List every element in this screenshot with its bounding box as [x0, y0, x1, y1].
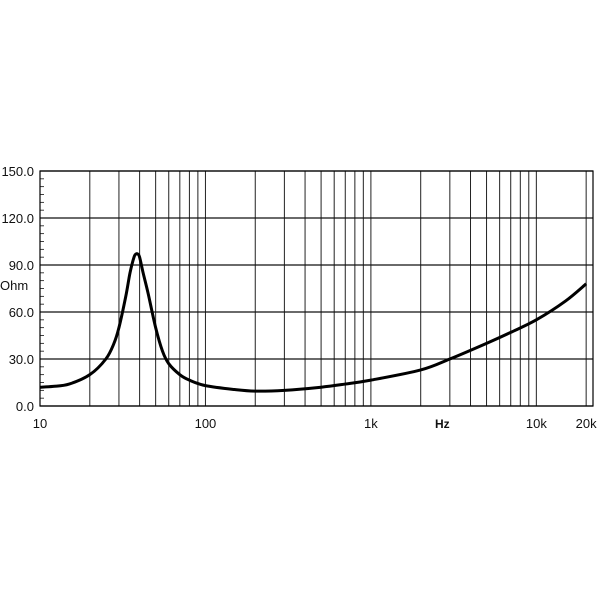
x-tick-label: 1k	[364, 416, 378, 431]
y-tick-label: 90.0	[9, 258, 34, 273]
y-tick-label: 30.0	[9, 352, 34, 367]
x-tick-label: 10	[33, 416, 47, 431]
y-tick-label: 0.0	[16, 399, 34, 414]
impedance-curve	[39, 252, 588, 393]
x-tick-label: 20k	[576, 416, 597, 431]
x-tick-label: 10k	[526, 416, 547, 431]
x-tick-label: 100	[195, 416, 217, 431]
plot-frame	[39, 170, 594, 407]
y-tick-label: 120.0	[1, 211, 34, 226]
y-axis-label: Ohm	[0, 278, 28, 293]
x-axis-label: Hz	[435, 417, 450, 431]
y-tick-label: 60.0	[9, 305, 34, 320]
y-tick-label: 150.0	[1, 164, 34, 179]
